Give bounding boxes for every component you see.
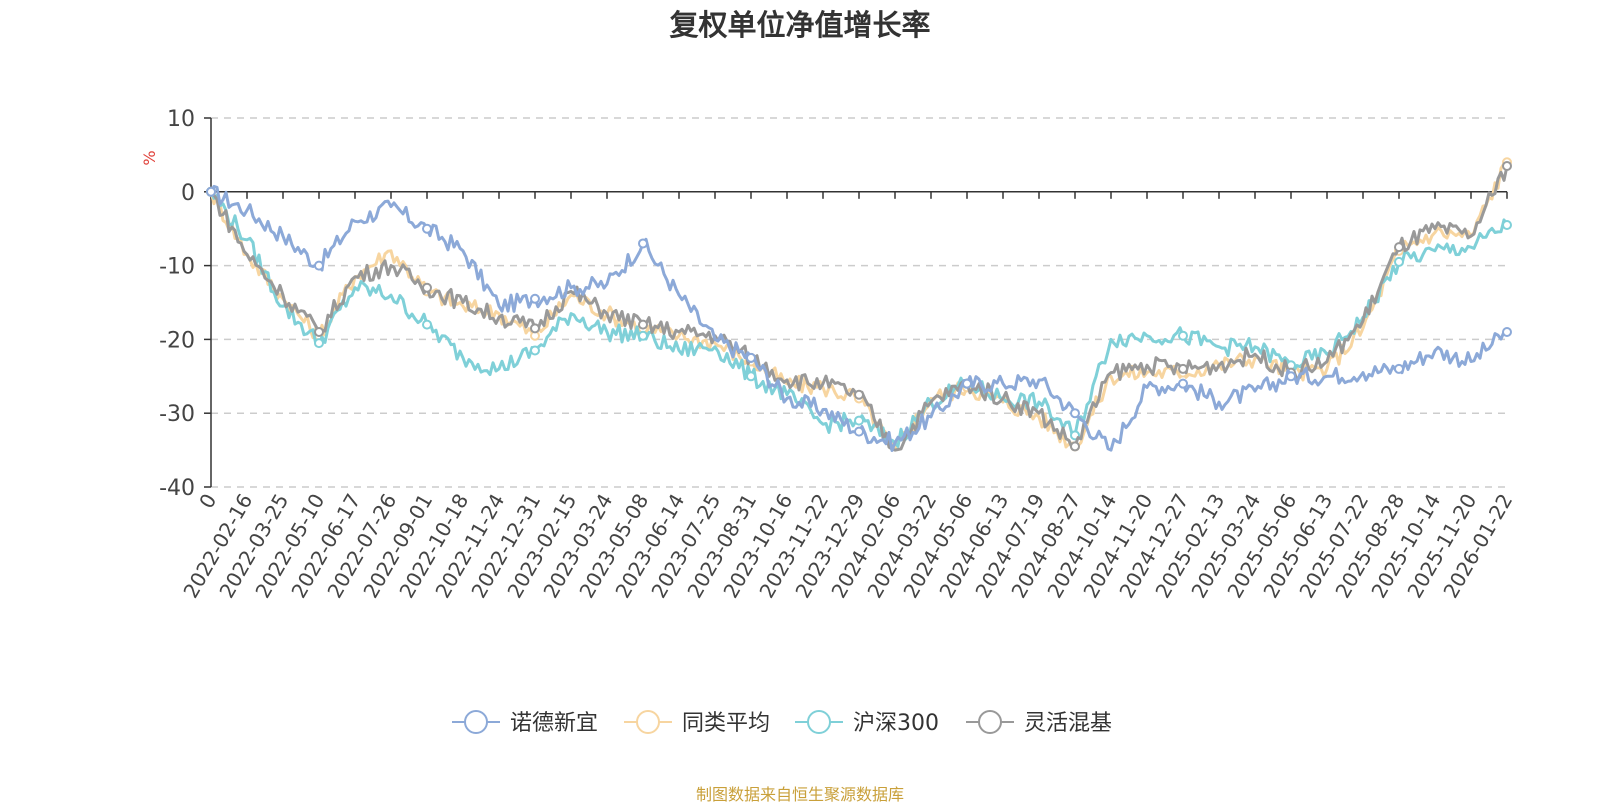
y-tick-label: 10 [167,107,195,132]
series-point [314,327,324,338]
legend-marker-icon[interactable] [464,710,488,734]
y-tick-label: -20 [159,328,195,353]
source-note: 制图数据来自恒生聚源数据库 [695,785,904,804]
series-point [1394,363,1404,374]
legend-label[interactable]: 诺德新宜 [510,711,598,736]
series-point [1178,330,1188,341]
series-point [1394,256,1404,267]
series-point [1502,220,1512,231]
series-point [314,338,324,349]
series-point [1502,327,1512,338]
series-point [1070,441,1080,452]
y-axis-label: % [140,150,159,165]
series-point [638,319,648,330]
series-point [1070,408,1080,419]
series-point [962,378,972,389]
series-point [530,293,540,304]
legend-marker-icon[interactable] [978,710,1002,734]
legend-label[interactable]: 灵活混基 [1024,711,1112,736]
series-line-2 [209,191,1509,448]
series-point [1178,378,1188,389]
series-point [206,186,216,197]
x-tick-label: 0 [194,490,221,513]
series-point [1394,242,1404,253]
y-tick-label: -30 [159,402,195,427]
series-point [746,371,756,382]
series-point [530,323,540,334]
series-point [854,426,864,437]
series-point [422,282,432,293]
y-tick-label: 0 [181,181,195,206]
series-point [1286,371,1296,382]
series-point [638,330,648,341]
series-point [1178,363,1188,374]
y-tick-label: -40 [159,476,195,501]
series-point [422,223,432,234]
series-line-0 [209,184,1508,452]
series-point [530,345,540,356]
legend-marker-icon[interactable] [807,710,831,734]
series-point [314,260,324,271]
y-tick-label: -10 [159,255,195,280]
chart-title: 复权单位净值增长率 [669,8,931,42]
series-point [1502,160,1512,171]
series-point [854,389,864,400]
legend-label[interactable]: 沪深300 [853,711,939,736]
series-point [422,319,432,330]
series-point [854,415,864,426]
legend-marker-icon[interactable] [636,710,660,734]
series-point [638,238,648,249]
legend-label[interactable]: 同类平均 [682,711,770,736]
series-point [746,352,756,363]
